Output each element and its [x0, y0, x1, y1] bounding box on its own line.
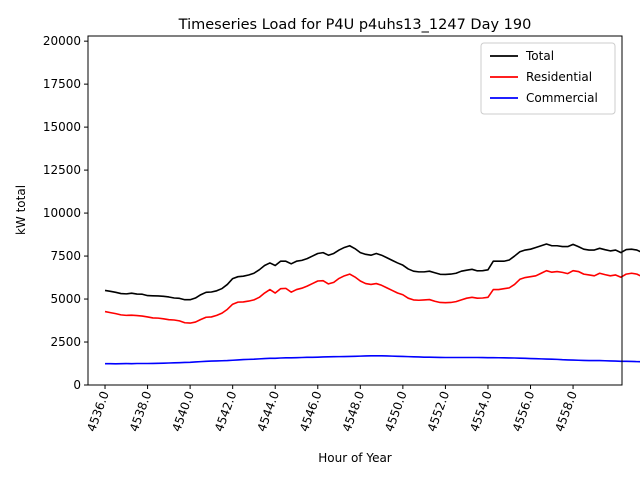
y-tick-label: 20000 — [43, 34, 81, 48]
legend-box — [480, 42, 616, 115]
y-axis: 0 2500 5000 7500 10000 12500 15000 17500 20000 — [43, 34, 88, 392]
series-line-commercial — [105, 354, 640, 365]
series-line-residential — [104, 269, 640, 324]
series-line-total — [104, 243, 640, 301]
series-layer — [104, 243, 640, 365]
y-axis-title: kW total — [14, 185, 28, 235]
legend: Total Residential Commercial — [480, 42, 616, 115]
y-tick-label: 5000 — [50, 292, 81, 306]
legend-label-residential: Residential — [526, 70, 592, 84]
x-axis-title: Hour of Year — [318, 451, 392, 465]
y-tick-label: 7500 — [50, 249, 81, 263]
y-tick-label: 2500 — [50, 335, 81, 349]
y-tick-label: 17500 — [43, 77, 81, 91]
y-tick-label: 12500 — [43, 163, 81, 177]
plot-frame — [87, 35, 623, 386]
y-tick-label: 15000 — [43, 120, 81, 134]
legend-label-commercial: Commercial — [526, 91, 598, 105]
legend-label-total: Total — [525, 49, 554, 63]
y-tick-label: 10000 — [43, 206, 81, 220]
y-tick-label: 0 — [73, 378, 81, 392]
chart-title: Timeseries Load for P4U p4uhs13_1247 Day… — [178, 17, 532, 33]
